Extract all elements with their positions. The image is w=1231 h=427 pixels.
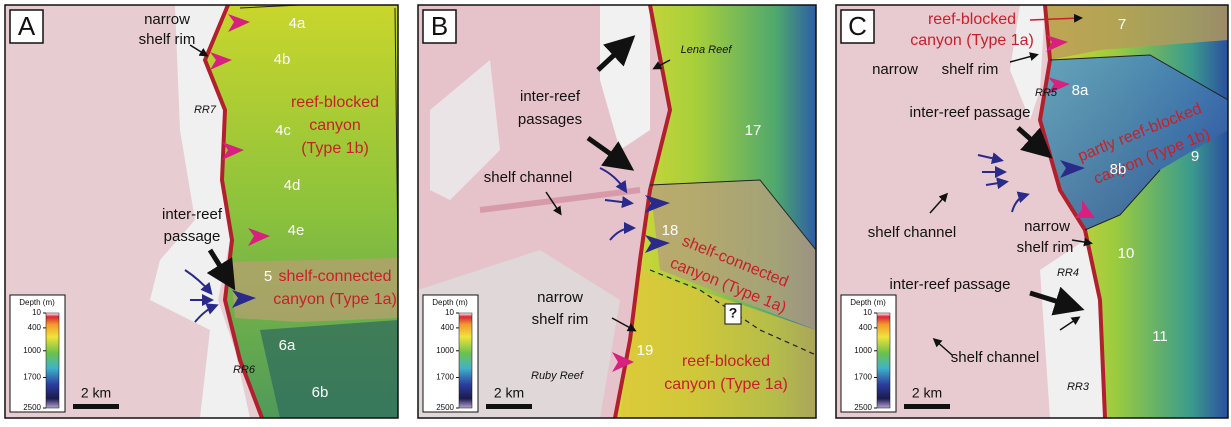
map-label: narrow (537, 289, 583, 306)
map-label: 18 (662, 222, 679, 239)
map-label: inter-reef (162, 206, 223, 223)
legend-title: Depth (m) (432, 298, 468, 307)
colorbar-tick-label: 400 (28, 323, 42, 332)
map-label: narrow (144, 11, 190, 28)
colorbar (46, 313, 59, 408)
map-label: shelf rim (942, 61, 999, 78)
map-label: 4b (274, 51, 291, 68)
colorbar-tick-label: 1700 (23, 373, 41, 382)
legend-title: Depth (m) (19, 298, 55, 307)
map-label: narrow (1024, 218, 1070, 235)
map-label: 7 (1118, 16, 1126, 33)
colorbar-tick-label: 400 (441, 323, 455, 332)
map-label: shelf rim (139, 31, 196, 48)
map-label: Ruby Reef (531, 370, 584, 382)
colorbar-tick-label: 1700 (854, 373, 872, 382)
map-label: inter-reef passage (910, 104, 1031, 121)
map-label: 6a (279, 337, 296, 354)
map-label: (Type 1b) (301, 140, 369, 157)
map-label: 8a (1072, 82, 1089, 99)
colorbar (459, 313, 472, 408)
map-label: shelf channel (951, 349, 1039, 366)
map-label: shelf-connected (279, 268, 392, 285)
map-label: reef-blocked (682, 353, 770, 370)
scale-bar-label: 2 km (81, 385, 111, 401)
map-label: RR4 (1057, 267, 1079, 279)
map-label: narrow (872, 61, 918, 78)
map-label: RR6 (233, 364, 256, 376)
map-label: 5 (264, 268, 272, 285)
map-label: RR7 (194, 104, 217, 116)
map-label: 10 (1118, 245, 1135, 262)
map-label: inter-reef passage (890, 276, 1011, 293)
map-label: canyon (Type 1a) (664, 376, 788, 393)
map-label: 9 (1191, 148, 1199, 165)
map-label: 4a (289, 15, 306, 32)
map-label: RR5 (1035, 87, 1058, 99)
colorbar-tick-label: 400 (859, 323, 873, 332)
colorbar-tick-label: 1700 (436, 373, 454, 382)
map-label: reef-blocked (291, 94, 379, 111)
map-label: 8b (1110, 161, 1127, 178)
map-label: Lena Reef (681, 44, 733, 56)
map-label: canyon (309, 117, 361, 134)
scale-bar (486, 404, 532, 409)
map-label: 11 (1152, 328, 1168, 345)
scale-bar-label: 2 km (912, 385, 942, 401)
map-label: 19 (637, 342, 654, 359)
map-label: 4c (275, 122, 291, 139)
map-label: 4e (288, 222, 305, 239)
map-label: shelf rim (1017, 239, 1074, 256)
colorbar-tick-label: 1000 (436, 346, 454, 355)
colorbar-tick-label: 10 (445, 308, 454, 317)
map-label: ? (729, 305, 738, 321)
map-label: 6b (312, 384, 329, 401)
colorbar-tick-label: 1000 (23, 346, 41, 355)
colorbar-tick-label: 2500 (854, 403, 872, 412)
panel-letter: B (431, 11, 448, 41)
legend-title: Depth (m) (850, 298, 886, 307)
map-label: shelf rim (532, 311, 589, 328)
colorbar-tick-label: 2500 (436, 403, 454, 412)
scale-bar (73, 404, 119, 409)
colorbar-tick-label: 2500 (23, 403, 41, 412)
map-label: 17 (745, 122, 762, 139)
map-label: shelf channel (484, 169, 572, 186)
map-label: canyon (Type 1a) (910, 32, 1034, 49)
map-label: reef-blocked (928, 11, 1016, 28)
map-label: passages (518, 111, 582, 128)
map-label: RR3 (1067, 381, 1090, 393)
map-label: inter-reef (520, 88, 581, 105)
scale-bar-label: 2 km (494, 385, 524, 401)
colorbar-tick-label: 10 (32, 308, 41, 317)
colorbar-tick-label: 10 (863, 308, 872, 317)
map-label: passage (164, 228, 221, 245)
colorbar (877, 313, 890, 408)
colorbar-tick-label: 1000 (854, 346, 872, 355)
map-label: 4d (284, 177, 301, 194)
map-label: canyon (Type 1a) (273, 291, 397, 308)
panel-letter: A (18, 11, 36, 41)
figure: Anarrowshelf rim4a4bRR74creef-blockedcan… (0, 0, 1231, 422)
map-label: shelf channel (868, 224, 956, 241)
panel-letter: C (848, 11, 867, 41)
scale-bar (904, 404, 950, 409)
